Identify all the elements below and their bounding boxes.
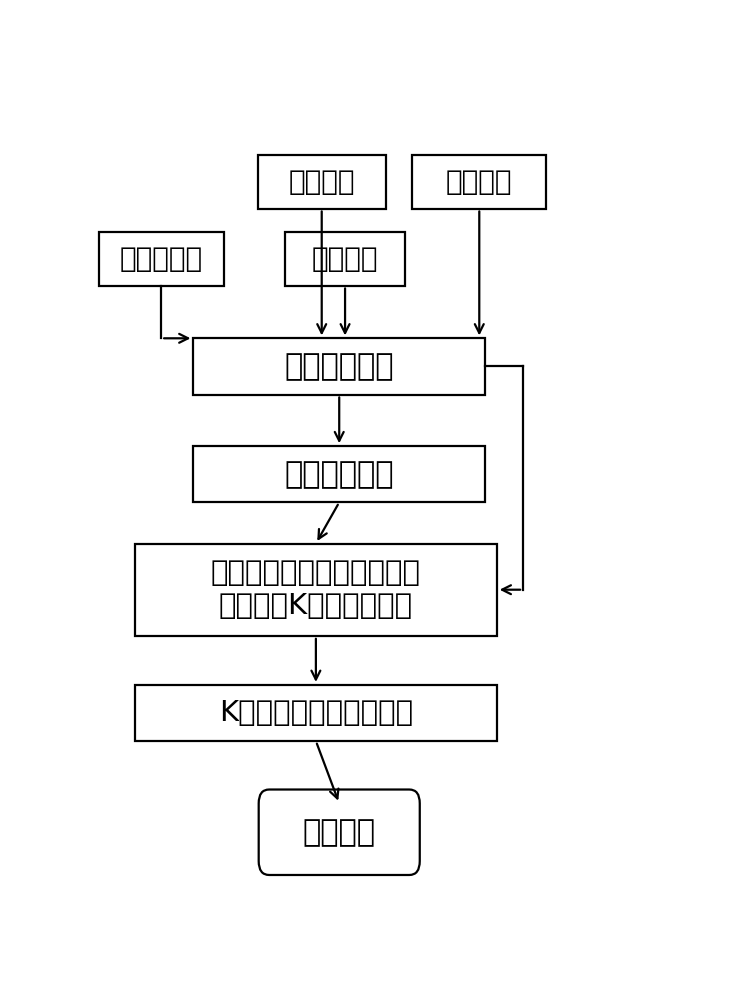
FancyBboxPatch shape: [135, 544, 497, 636]
FancyBboxPatch shape: [285, 232, 405, 286]
Text: 预测结果: 预测结果: [303, 818, 376, 847]
FancyBboxPatch shape: [194, 446, 485, 502]
Text: 加权的欧氏距离寻找当前特
征属性的K近邻历史数据: 加权的欧氏距离寻找当前特 征属性的K近邻历史数据: [211, 559, 421, 620]
Text: 重大活动日: 重大活动日: [120, 245, 203, 273]
Text: 天气数据: 天气数据: [288, 168, 355, 196]
FancyBboxPatch shape: [135, 685, 497, 741]
Text: 环境数据: 环境数据: [446, 168, 513, 196]
FancyBboxPatch shape: [99, 232, 224, 286]
FancyBboxPatch shape: [412, 155, 547, 209]
Text: 多维数据整理: 多维数据整理: [285, 352, 394, 381]
Text: K近邻交通警情等级投票: K近邻交通警情等级投票: [219, 699, 413, 727]
FancyBboxPatch shape: [259, 790, 419, 875]
FancyBboxPatch shape: [194, 338, 485, 395]
Text: 时间数据: 时间数据: [312, 245, 378, 273]
Text: 距离度量学习: 距离度量学习: [285, 460, 394, 489]
FancyBboxPatch shape: [258, 155, 386, 209]
